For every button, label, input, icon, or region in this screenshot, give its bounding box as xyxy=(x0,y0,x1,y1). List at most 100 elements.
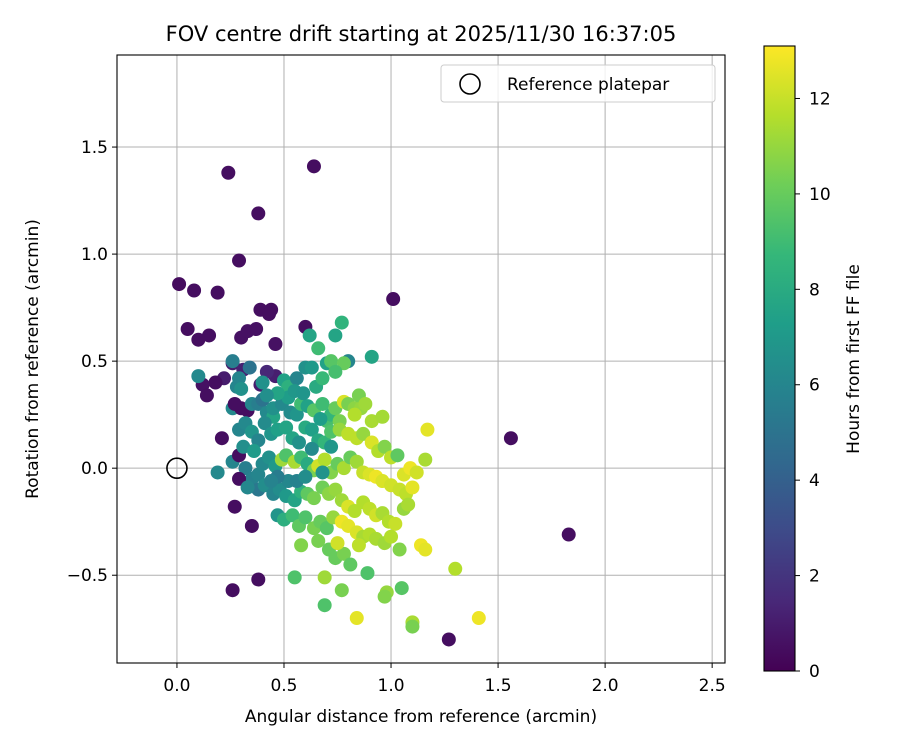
data-point xyxy=(251,467,266,482)
x-axis-label: Angular distance from reference (arcmin) xyxy=(245,707,597,727)
data-point xyxy=(306,159,321,174)
data-point xyxy=(251,433,266,448)
data-points xyxy=(172,159,576,647)
data-point xyxy=(347,407,362,422)
chart-title: FOV centre drift starting at 2025/11/30 … xyxy=(166,22,677,46)
data-point xyxy=(247,444,262,459)
data-point xyxy=(287,570,302,585)
data-point xyxy=(268,337,283,352)
legend-marker xyxy=(459,73,481,95)
colorbar-tick-label: 0 xyxy=(809,662,820,682)
data-point xyxy=(394,581,409,596)
data-point xyxy=(270,386,285,401)
x-tick-label: 0.5 xyxy=(270,676,297,696)
data-point xyxy=(285,508,300,523)
data-point xyxy=(418,452,433,467)
plot-frame xyxy=(116,54,726,664)
data-point xyxy=(172,277,187,292)
data-point xyxy=(255,375,270,390)
x-tick-label: 0.0 xyxy=(163,676,190,696)
reference-marker xyxy=(166,457,188,479)
data-point xyxy=(180,322,195,337)
data-point xyxy=(208,375,223,390)
data-point xyxy=(317,452,332,467)
data-point xyxy=(304,441,319,456)
data-point xyxy=(313,411,328,426)
data-point xyxy=(420,422,435,437)
data-point xyxy=(375,409,390,424)
data-point xyxy=(227,396,242,411)
data-point xyxy=(356,426,371,441)
data-point xyxy=(232,253,247,268)
data-point xyxy=(306,491,321,506)
data-point xyxy=(561,527,576,542)
data-point xyxy=(298,469,313,484)
y-axis-label: Rotation from reference (arcmin) xyxy=(23,219,43,499)
data-point xyxy=(227,499,242,514)
data-point xyxy=(349,611,364,626)
data-point xyxy=(503,431,518,446)
colorbar-tick-label: 12 xyxy=(809,89,831,109)
data-point xyxy=(199,388,214,403)
data-point xyxy=(315,396,330,411)
data-point xyxy=(386,292,401,307)
legend-label: Reference platepar xyxy=(507,75,669,95)
legend-box xyxy=(440,64,716,103)
x-tick-label: 1.0 xyxy=(378,676,405,696)
data-point xyxy=(349,454,364,469)
data-point xyxy=(225,583,240,598)
data-point xyxy=(351,538,366,553)
y-tick-label: 1.0 xyxy=(81,245,108,265)
data-point xyxy=(471,611,486,626)
y-axis-ticks: −0.5 0.0 0.5 1.0 1.5 xyxy=(67,138,117,586)
data-point xyxy=(324,354,339,369)
data-point xyxy=(294,538,309,553)
data-point xyxy=(315,371,330,386)
colorbar-tick-label: 10 xyxy=(809,185,831,205)
data-point xyxy=(202,328,217,343)
data-point xyxy=(328,328,343,343)
data-point xyxy=(298,510,313,525)
data-point xyxy=(328,364,343,379)
data-point xyxy=(319,521,334,536)
grid-lines xyxy=(117,55,725,663)
data-point xyxy=(405,619,420,634)
colorbar-tick-label: 4 xyxy=(809,471,820,491)
colorbar-ticks: 0 2 4 6 8 10 12 xyxy=(795,89,831,682)
x-tick-label: 2.0 xyxy=(592,676,619,696)
data-point xyxy=(334,315,349,330)
colorbar-tick-label: 6 xyxy=(809,376,820,396)
data-point xyxy=(377,439,392,454)
data-point xyxy=(336,461,351,476)
data-point xyxy=(291,435,306,450)
data-point xyxy=(358,396,373,411)
data-point xyxy=(257,416,272,431)
data-point xyxy=(384,529,399,544)
data-point xyxy=(311,533,326,548)
data-point xyxy=(330,536,345,551)
data-point xyxy=(234,381,249,396)
data-point xyxy=(392,542,407,557)
data-point xyxy=(289,407,304,422)
y-tick-label: 0.5 xyxy=(81,352,108,372)
data-point xyxy=(328,482,343,497)
data-point xyxy=(210,465,225,480)
data-point xyxy=(409,465,424,480)
data-point xyxy=(262,307,276,322)
x-tick-label: 2.5 xyxy=(699,676,726,696)
data-point xyxy=(317,570,332,585)
data-point xyxy=(244,518,259,533)
data-point xyxy=(311,341,326,356)
data-point xyxy=(210,285,225,300)
data-point xyxy=(191,369,206,384)
data-point xyxy=(232,471,247,486)
data-point xyxy=(279,420,294,435)
x-tick-label: 1.5 xyxy=(485,676,512,696)
data-point xyxy=(324,439,339,454)
data-point xyxy=(251,572,266,587)
data-point xyxy=(304,422,319,437)
data-point xyxy=(317,598,332,613)
data-point xyxy=(364,349,379,364)
colorbar xyxy=(763,45,796,672)
data-point xyxy=(251,206,266,221)
